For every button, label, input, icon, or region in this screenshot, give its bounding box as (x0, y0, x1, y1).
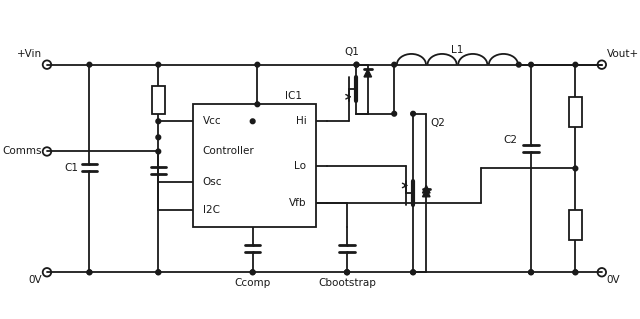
Text: Vout+: Vout+ (607, 49, 639, 59)
Text: Comms: Comms (3, 146, 42, 157)
Circle shape (255, 62, 260, 67)
Text: 0V: 0V (29, 275, 42, 285)
Circle shape (156, 119, 161, 124)
Bar (569, 97, 582, 127)
Circle shape (250, 270, 255, 275)
Circle shape (87, 270, 92, 275)
Text: Osc: Osc (203, 177, 222, 187)
Circle shape (156, 62, 161, 67)
Circle shape (255, 102, 260, 107)
Circle shape (354, 62, 359, 67)
Text: L1: L1 (451, 45, 463, 55)
Bar (193, 104, 316, 227)
Circle shape (529, 62, 533, 67)
Text: C1: C1 (64, 163, 78, 174)
Text: Cbootstrap: Cbootstrap (318, 278, 376, 288)
Circle shape (345, 270, 349, 275)
Text: I2C: I2C (203, 205, 220, 215)
Bar (569, 210, 582, 240)
Circle shape (156, 270, 161, 275)
Circle shape (250, 119, 255, 124)
Circle shape (573, 62, 578, 67)
Circle shape (529, 270, 533, 275)
Text: Lo: Lo (294, 161, 307, 171)
Circle shape (516, 62, 521, 67)
Circle shape (156, 149, 161, 154)
Text: Hi: Hi (296, 116, 307, 126)
Circle shape (392, 62, 397, 67)
Circle shape (573, 166, 578, 171)
Text: Vfb: Vfb (289, 198, 307, 208)
Circle shape (87, 62, 92, 67)
Text: 0V: 0V (607, 275, 620, 285)
Circle shape (87, 270, 92, 275)
Text: Vcc: Vcc (203, 116, 221, 126)
Polygon shape (422, 185, 430, 193)
Circle shape (345, 270, 349, 275)
Text: IC1: IC1 (285, 91, 301, 100)
Circle shape (250, 270, 255, 275)
Bar (152, 86, 165, 114)
Circle shape (573, 270, 578, 275)
Circle shape (411, 270, 415, 275)
Circle shape (156, 135, 161, 140)
Circle shape (529, 270, 533, 275)
Text: Controller: Controller (203, 146, 255, 157)
Text: C2: C2 (504, 135, 518, 145)
Circle shape (354, 62, 359, 67)
Polygon shape (422, 189, 430, 197)
Text: Q2: Q2 (430, 118, 445, 129)
Circle shape (156, 270, 161, 275)
Text: Q1: Q1 (344, 47, 359, 57)
Circle shape (411, 270, 415, 275)
Circle shape (345, 270, 349, 275)
Circle shape (573, 270, 578, 275)
Circle shape (411, 111, 415, 116)
Text: Ccomp: Ccomp (234, 278, 271, 288)
Text: +Vin: +Vin (17, 49, 42, 59)
Circle shape (392, 111, 397, 116)
Polygon shape (364, 70, 372, 77)
